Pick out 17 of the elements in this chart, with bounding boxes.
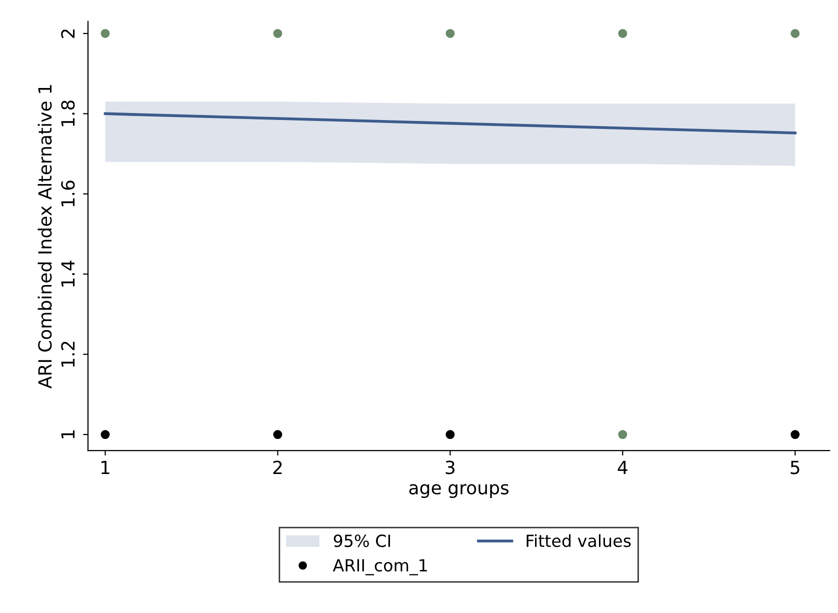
x-tick-label: 1 xyxy=(101,460,110,474)
x-tick-label: 2 xyxy=(273,460,282,474)
y-tick-label: 1.4 xyxy=(61,260,75,286)
x-tick-label: 5 xyxy=(790,460,800,474)
x-axis-title: age groups xyxy=(409,484,509,498)
legend-label: Fitted values xyxy=(526,534,631,548)
text: 95% CI xyxy=(334,534,390,548)
y-tick-label: 1.6 xyxy=(61,180,75,206)
y-tick-label: 1.2 xyxy=(61,342,75,367)
x-tick-label: 3 xyxy=(446,460,454,474)
x-tick-label: 4 xyxy=(618,460,628,474)
y-tick-label: 1 xyxy=(61,430,75,438)
y-axis-title: ARI Combined Index Alternative 1 xyxy=(38,85,52,388)
line-series xyxy=(104,112,797,134)
y-tick-label: 1.8 xyxy=(61,100,75,126)
legend-label: ARII_com_1 xyxy=(332,559,427,576)
y-tick-label: 2 xyxy=(61,30,75,38)
